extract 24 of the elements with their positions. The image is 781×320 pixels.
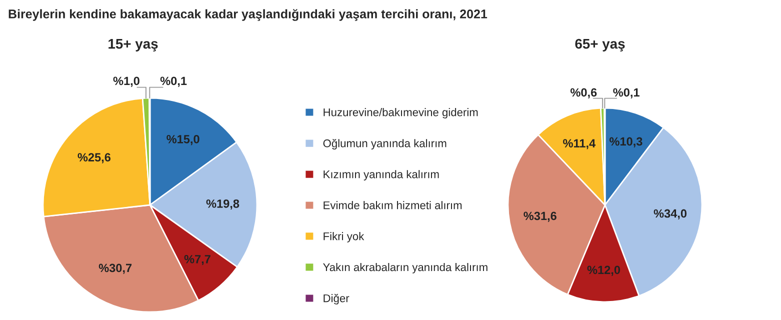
data-label: %10,3 xyxy=(610,137,642,148)
legend-label: Fikri yok xyxy=(324,232,364,242)
chart-subtitle: 15+ yaş xyxy=(108,39,158,52)
data-label: %0,1 xyxy=(160,76,187,87)
data-label: %1,0 xyxy=(113,76,140,87)
data-label: %11,4 xyxy=(563,139,596,150)
legend-label: Yakın akrabaların yanında kalırım xyxy=(323,263,488,274)
data-label: %25,6 xyxy=(78,153,110,164)
data-label: %34,0 xyxy=(654,209,687,220)
chart-title: 65+ yaş xyxy=(575,38,625,52)
legend-label: Diğer xyxy=(324,294,350,304)
data-label: %15,0 xyxy=(166,134,200,146)
data-label: %30,7 xyxy=(98,264,132,274)
legend-label: Kızımın yanında kalırım xyxy=(324,170,439,180)
data-label: %12,0 xyxy=(587,266,620,276)
data-label: %31,6 xyxy=(524,212,556,222)
chart-title: Bireylerin kendine bakamayacak kadar yaşlandığındaki yaşam tercihi oranı, 2021 xyxy=(8,9,488,21)
data-label: %7,7 xyxy=(184,254,210,266)
data-label: %19,8 xyxy=(206,199,240,210)
data-label: %0,1 xyxy=(613,88,640,98)
data-label: %0,6 xyxy=(570,88,597,98)
legend-label: Huzurevine/bakımevine giderim xyxy=(324,108,478,118)
legend-label: Evimde bakım hizmeti alırım xyxy=(324,201,462,210)
legend-label: Oğlumun yanında kalırım xyxy=(323,138,446,150)
